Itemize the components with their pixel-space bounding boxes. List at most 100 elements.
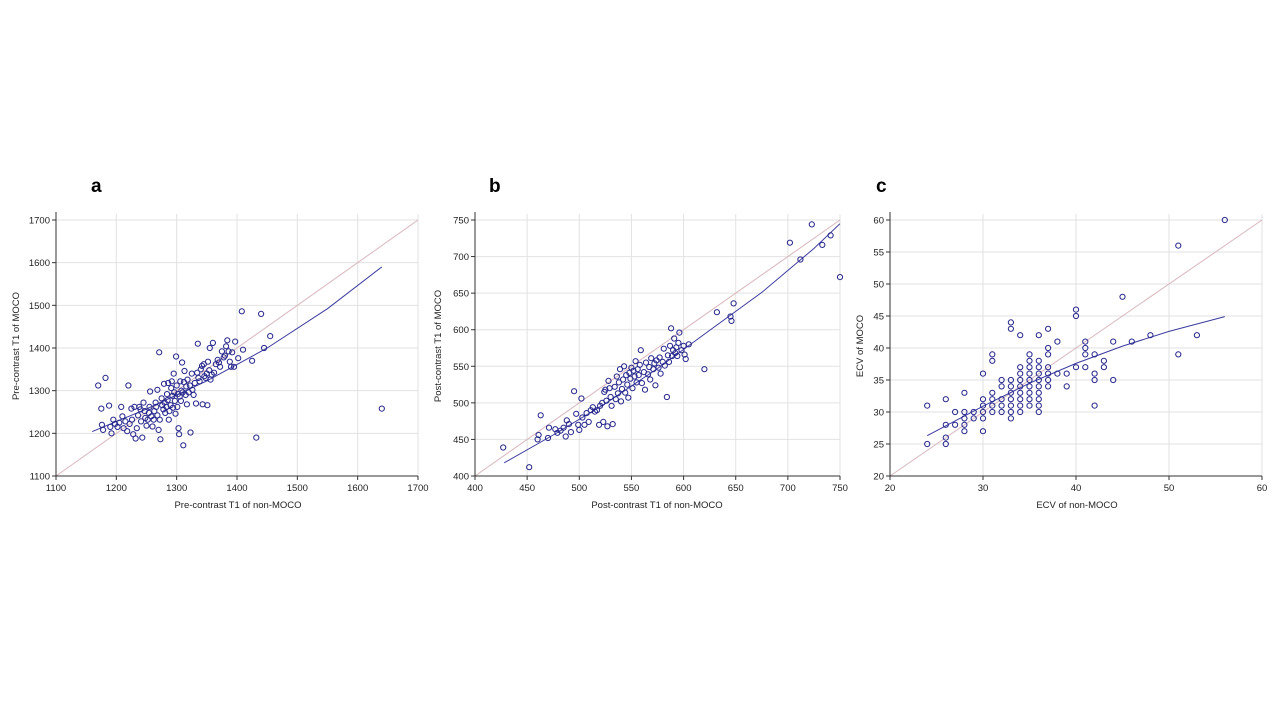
data-point-b-44 [614, 390, 622, 397]
y-tick-label-b-3: 550 [453, 362, 469, 373]
x-tick-label-b-1: 450 [519, 483, 535, 494]
data-point-a-4 [100, 426, 107, 433]
y-tick-label-c-0: 20 [873, 472, 884, 483]
x-tick-label-a-1: 1200 [106, 483, 127, 494]
data-point-a-40 [150, 416, 157, 423]
y-tick-label-c-2: 30 [873, 408, 884, 419]
data-point-b-14 [567, 429, 575, 436]
data-point-c-101 [1221, 216, 1228, 224]
data-point-c-32 [1007, 415, 1015, 422]
data-point-b-61 [632, 358, 639, 365]
data-point-c-97 [1147, 332, 1154, 339]
x-tick-label-b-6: 700 [780, 483, 796, 494]
data-point-a-131 [232, 338, 239, 345]
data-point-c-96 [1128, 338, 1135, 345]
data-point-c-10 [961, 415, 968, 422]
data-point-c-34 [1007, 402, 1015, 409]
data-point-c-39 [1007, 325, 1015, 332]
data-point-a-102 [197, 366, 204, 373]
data-point-c-19 [979, 396, 987, 403]
data-point-b-97 [676, 329, 683, 336]
data-point-c-98 [1175, 351, 1182, 358]
y-tick-label-b-7: 750 [453, 216, 469, 227]
data-point-b-48 [618, 385, 626, 393]
data-point-b-11 [562, 433, 569, 440]
panel-letter-c: c [876, 176, 887, 197]
data-point-b-88 [666, 342, 674, 349]
y-tick-label-a-4: 1500 [29, 301, 50, 312]
y-tick-label-c-5: 45 [873, 312, 884, 323]
data-point-a-115 [209, 339, 216, 346]
data-point-a-69 [171, 397, 178, 404]
data-point-a-139 [267, 333, 274, 340]
data-point-c-35 [1007, 396, 1015, 403]
data-point-b-103 [701, 366, 708, 373]
data-point-c-72 [1045, 364, 1052, 371]
y-tick-label-c-8: 60 [873, 216, 884, 227]
data-point-c-1 [924, 402, 931, 409]
data-point-a-112 [206, 344, 213, 352]
data-point-a-70 [172, 410, 179, 417]
x-tick-label-b-7: 750 [832, 483, 848, 494]
data-point-a-68 [171, 389, 178, 396]
data-point-c-63 [1035, 383, 1042, 390]
data-point-a-110 [204, 358, 212, 365]
data-point-b-70 [642, 359, 650, 366]
data-point-a-89 [184, 376, 191, 383]
data-point-c-79 [1063, 370, 1070, 377]
data-point-c-15 [979, 428, 987, 435]
data-point-a-99 [194, 340, 201, 347]
data-point-c-0 [924, 440, 931, 448]
data-point-a-43 [153, 403, 160, 410]
data-point-b-79 [655, 364, 662, 371]
data-point-c-75 [1045, 325, 1052, 332]
data-point-c-78 [1063, 383, 1070, 390]
data-point-a-73 [174, 403, 181, 410]
data-point-b-111 [819, 241, 826, 248]
data-point-c-12 [961, 389, 968, 396]
data-point-c-80 [1072, 364, 1080, 371]
data-point-a-119 [215, 359, 222, 366]
data-point-a-103 [198, 362, 206, 369]
data-point-c-83 [1082, 364, 1089, 371]
data-point-c-77 [1054, 338, 1061, 345]
x-tick-label-b-5: 650 [728, 483, 744, 494]
data-point-b-50 [621, 363, 628, 370]
data-point-b-13 [565, 421, 573, 428]
x-tick-label-c-3: 50 [1164, 483, 1175, 494]
data-point-c-5 [942, 396, 949, 403]
data-point-b-105 [727, 313, 734, 320]
data-point-b-113 [836, 274, 844, 281]
data-point-b-59 [630, 367, 637, 374]
data-point-a-137 [258, 310, 265, 317]
data-point-c-52 [1026, 389, 1033, 396]
data-point-c-99 [1175, 242, 1182, 249]
data-point-c-86 [1082, 338, 1089, 345]
chart-panel-a: a 1100 1200 1300 1400 1500 1600 1700 1100 1200 13… [11, 176, 429, 511]
data-point-a-122 [220, 354, 227, 361]
data-point-b-10 [560, 424, 567, 431]
data-point-b-53 [624, 381, 631, 388]
data-point-a-16 [124, 428, 131, 435]
data-point-a-67 [170, 370, 177, 377]
data-point-b-74 [648, 355, 655, 362]
y-tick-label-c-1: 25 [873, 440, 884, 451]
data-point-b-46 [616, 366, 624, 373]
data-point-c-38 [1007, 376, 1015, 384]
data-point-a-48 [156, 416, 163, 423]
data-point-a-25 [135, 412, 142, 419]
data-point-b-92 [671, 335, 678, 342]
data-point-c-24 [989, 389, 996, 396]
data-point-c-23 [989, 396, 996, 403]
data-point-b-27 [593, 407, 601, 414]
data-point-b-49 [620, 376, 627, 383]
data-point-b-86 [664, 352, 672, 359]
data-point-a-75 [175, 425, 182, 432]
data-point-b-17 [575, 421, 582, 428]
data-point-b-89 [668, 325, 675, 332]
data-point-b-43 [613, 373, 620, 380]
data-point-a-124 [223, 343, 230, 350]
x-tick-label-a-6: 1700 [407, 483, 428, 494]
data-point-a-81 [179, 359, 186, 366]
y-tick-label-a-0: 1100 [30, 472, 50, 483]
